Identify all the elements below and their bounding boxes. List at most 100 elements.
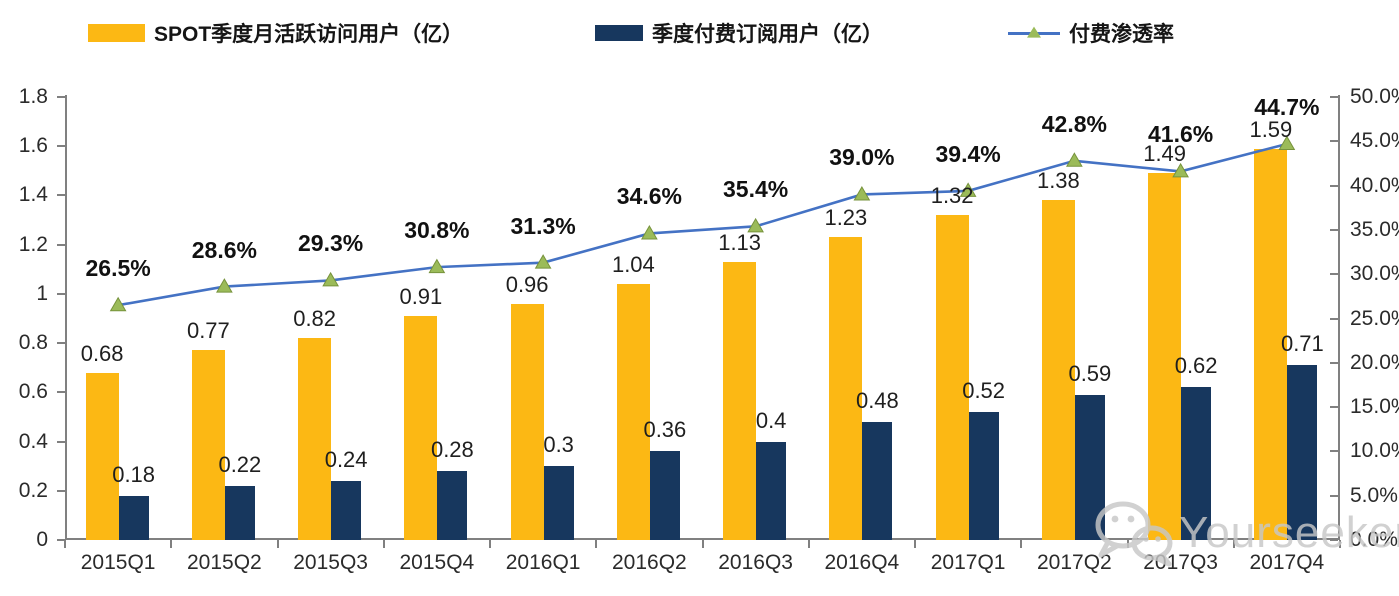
legend-label-mau: SPOT季度月活跃访问用户（亿） [154, 23, 464, 46]
right-axis-tick [1330, 317, 1338, 320]
penetration-marker [1172, 162, 1189, 178]
legend-item-penetration: 付费渗透率 [1008, 18, 1174, 48]
left-axis-tick [57, 292, 65, 295]
x-axis-label: 2015Q1 [80, 551, 156, 574]
x-axis-label: 2015Q3 [293, 551, 368, 574]
bar-value-label: 1.49 [1143, 141, 1187, 167]
bar-subs-2015Q3 [331, 480, 362, 540]
y-axis-tick-label-right: 35.0% [1350, 217, 1399, 241]
penetration-marker [428, 258, 446, 274]
bar-value-label: 0.24 [324, 446, 368, 472]
bar-value-label: 1.13 [718, 229, 762, 255]
bar-mau-2015Q2 [191, 350, 225, 540]
penetration-marker [109, 296, 127, 312]
right-axis-tick [1330, 361, 1338, 364]
penetration-value-label: 39.0% [829, 144, 895, 171]
penetration-value-label: 41.6% [1148, 121, 1214, 148]
bar-subs-2015Q4 [437, 471, 468, 540]
right-axis-tick [1330, 273, 1338, 276]
penetration-marker [1066, 152, 1083, 167]
bar-value-label: 0.3 [543, 432, 574, 458]
penetration-marker [853, 185, 871, 201]
legend-swatch-subs [595, 25, 643, 41]
right-axis-tick [1330, 539, 1338, 541]
bar-mau-2017Q3 [1148, 173, 1182, 540]
x-axis-label: 2016Q2 [612, 551, 687, 574]
bar-value-label: 0.62 [1174, 353, 1218, 379]
y-axis-tick-label-right: 40.0% [1350, 173, 1399, 197]
bar-subs-2017Q3 [1181, 387, 1212, 540]
x-axis-tick [489, 540, 491, 548]
y-axis-tick-label-left: 0.8 [18, 331, 48, 355]
bar-subs-2016Q1 [543, 466, 574, 540]
penetration-marker [322, 271, 339, 287]
penetration-value-label: 44.7% [1254, 93, 1320, 120]
y-axis-tick-label-left: 1.4 [18, 183, 48, 207]
y-axis-tick-label-left: 1.8 [18, 85, 48, 108]
right-axis-tick [1330, 228, 1338, 231]
bar-value-label: 1.38 [1036, 168, 1080, 194]
penetration-value-label: 30.8% [404, 217, 470, 244]
left-axis-tick [57, 96, 65, 98]
x-axis-label: 2016Q1 [505, 551, 581, 574]
bar-mau-2017Q1 [935, 215, 969, 540]
left-axis-tick [57, 440, 65, 443]
x-axis-label: 2016Q3 [718, 551, 793, 574]
bar-value-label: 0.77 [186, 318, 230, 344]
legend-item-subs: 季度付费订阅用户（亿） [595, 18, 883, 48]
x-axis-label: 2017Q4 [1249, 551, 1325, 574]
bar-value-label: 1.04 [611, 252, 655, 278]
right-axis-tick [1330, 96, 1338, 98]
x-axis-label: 2017Q2 [1037, 551, 1112, 574]
penetration-value-label: 28.6% [191, 236, 257, 263]
bar-subs-2017Q1 [968, 412, 999, 540]
bar-value-label: 1.32 [930, 183, 974, 209]
y-axis-tick-label-right: 5.0% [1350, 483, 1398, 507]
x-axis-tick [1232, 540, 1235, 548]
bar-value-label: 0.36 [643, 417, 687, 443]
y-axis-tick-label-left: 1.2 [18, 232, 48, 256]
bar-mau-2015Q4 [404, 316, 438, 540]
y-axis-tick-label-left: 1.6 [18, 134, 48, 158]
x-axis-label: 2016Q4 [824, 551, 900, 574]
bar-subs-2016Q4 [862, 421, 893, 540]
bar-value-label: 0.71 [1280, 331, 1324, 357]
y-axis-tick-label-left: 0.2 [18, 478, 48, 502]
legend-swatch-mau [88, 24, 145, 42]
x-axis-tick [64, 540, 66, 548]
legend-label-penetration: 付费渗透率 [1069, 23, 1174, 46]
y-axis-tick-label-left: 0.6 [18, 380, 48, 404]
bar-subs-2015Q2 [224, 485, 255, 540]
bar-value-label: 0.68 [80, 340, 124, 366]
y-axis-tick-label-right: 10.0% [1350, 439, 1399, 463]
penetration-value-label: 35.4% [723, 176, 789, 203]
bar-value-label: 0.52 [962, 378, 1006, 404]
penetration-value-label: 26.5% [85, 255, 151, 282]
y-axis-tick-label-right: 50.0% [1350, 85, 1399, 108]
y-axis-tick-label-left: 0.4 [18, 429, 48, 453]
bar-value-label: 0.96 [505, 271, 549, 297]
y-axis-tick-label-left: 1 [36, 281, 48, 305]
bar-mau-2017Q4 [1254, 148, 1288, 540]
bar-subs-2017Q4 [1287, 365, 1318, 540]
y-axis-tick-label-right: 25.0% [1350, 306, 1399, 330]
left-axis-tick [57, 342, 65, 345]
legend-item-mau: SPOT季度月活跃访问用户（亿） [88, 18, 463, 48]
penetration-marker [1278, 135, 1296, 150]
y-axis-tick-label-right: 20.0% [1350, 350, 1399, 374]
bar-subs-2016Q2 [649, 451, 680, 540]
x-axis-tick [701, 540, 704, 548]
bar-mau-2016Q3 [723, 261, 757, 540]
bar-value-label: 0.59 [1068, 360, 1112, 386]
penetration-marker [534, 254, 552, 269]
bar-value-label: 0.4 [755, 407, 787, 433]
bar-value-label: 1.23 [824, 205, 868, 231]
left-axis-tick [57, 489, 65, 492]
x-axis-tick [382, 540, 385, 548]
x-axis-label: 2015Q4 [399, 551, 475, 574]
y-axis-tick-label-left: 0 [36, 528, 48, 551]
bar-value-label: 0.48 [855, 387, 899, 413]
